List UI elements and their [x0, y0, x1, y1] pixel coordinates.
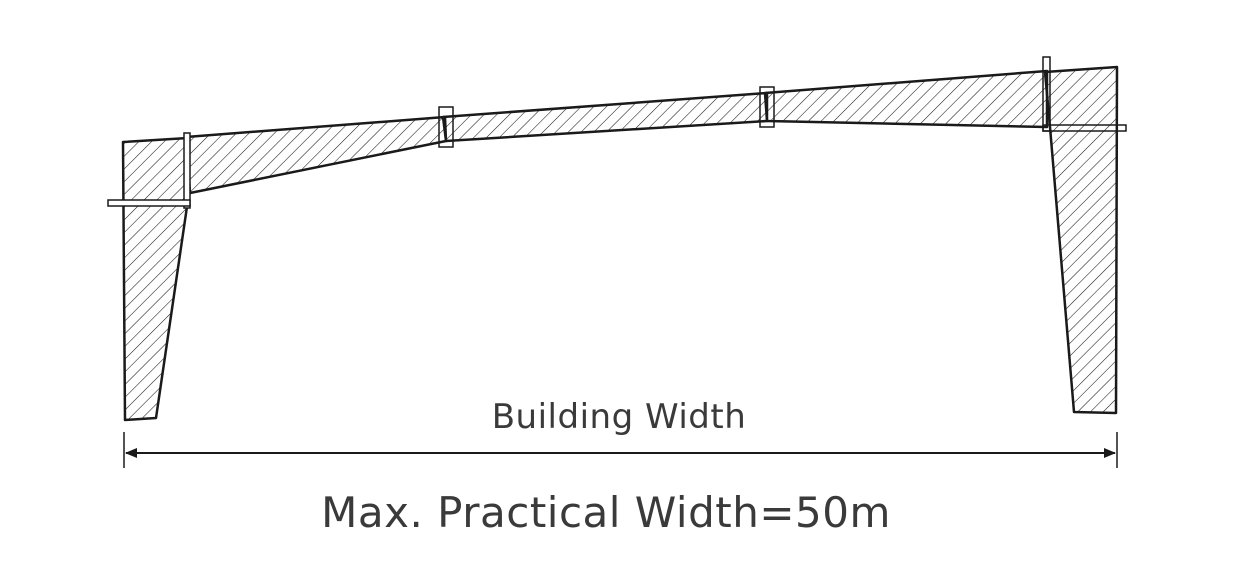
left-knee-horizontal-plate — [107, 199, 191, 207]
right-rafter-haunch — [763, 69, 1049, 129]
splice-plate-1 — [438, 106, 454, 148]
splice-plate-2 — [759, 86, 775, 128]
dimension-label: Building Width — [492, 397, 747, 437]
right-knee-horizontal-plate — [1042, 124, 1127, 132]
right-column — [1043, 65, 1119, 415]
caption-text: Max. Practical Width=50m — [321, 488, 891, 537]
left-column — [121, 136, 191, 422]
left-rafter-haunch — [184, 115, 448, 195]
middle-rafter — [441, 91, 769, 143]
left-knee-vertical-plate — [183, 132, 191, 209]
